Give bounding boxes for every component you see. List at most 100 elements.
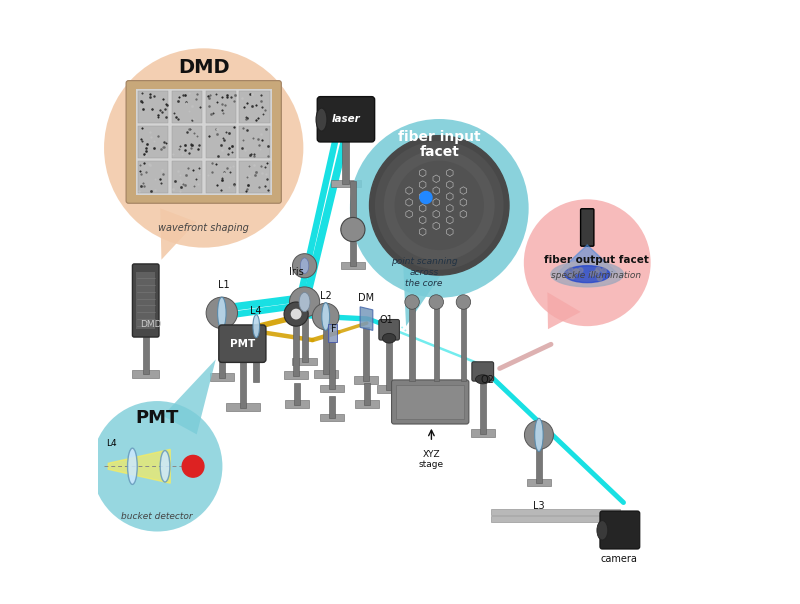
FancyBboxPatch shape — [171, 91, 202, 123]
Text: DMD: DMD — [178, 58, 230, 77]
Text: wavefront shaping: wavefront shaping — [158, 223, 249, 233]
FancyBboxPatch shape — [218, 325, 266, 362]
FancyBboxPatch shape — [350, 181, 356, 233]
FancyBboxPatch shape — [377, 385, 402, 393]
Text: L2: L2 — [321, 291, 332, 301]
Polygon shape — [160, 208, 196, 260]
Polygon shape — [163, 359, 216, 434]
FancyBboxPatch shape — [254, 326, 259, 382]
FancyBboxPatch shape — [364, 383, 370, 405]
FancyBboxPatch shape — [470, 429, 495, 437]
Text: laser: laser — [331, 114, 360, 124]
Circle shape — [574, 269, 579, 274]
FancyBboxPatch shape — [218, 313, 225, 378]
FancyBboxPatch shape — [342, 139, 350, 184]
Text: O1: O1 — [380, 315, 394, 325]
Circle shape — [602, 268, 606, 273]
Circle shape — [350, 119, 529, 298]
Ellipse shape — [316, 108, 327, 131]
Circle shape — [574, 269, 578, 274]
Circle shape — [290, 309, 302, 320]
FancyBboxPatch shape — [341, 262, 365, 269]
Ellipse shape — [300, 258, 309, 274]
FancyBboxPatch shape — [350, 230, 356, 266]
FancyBboxPatch shape — [527, 479, 551, 486]
FancyBboxPatch shape — [226, 403, 259, 411]
Text: fiber output facet: fiber output facet — [544, 255, 649, 265]
FancyBboxPatch shape — [206, 161, 236, 193]
Text: L4: L4 — [250, 306, 262, 316]
Circle shape — [429, 295, 443, 309]
FancyBboxPatch shape — [354, 400, 379, 408]
FancyBboxPatch shape — [490, 509, 621, 515]
Circle shape — [598, 276, 602, 281]
Text: camera: camera — [600, 554, 637, 564]
Circle shape — [290, 287, 320, 317]
FancyBboxPatch shape — [133, 264, 159, 337]
FancyBboxPatch shape — [206, 91, 236, 123]
FancyBboxPatch shape — [293, 358, 317, 365]
Circle shape — [370, 136, 509, 275]
FancyBboxPatch shape — [314, 370, 338, 378]
FancyBboxPatch shape — [434, 302, 439, 381]
Text: fiber input
facet: fiber input facet — [398, 129, 481, 159]
FancyBboxPatch shape — [379, 320, 399, 340]
Text: speckle illumination: speckle illumination — [551, 271, 642, 280]
Ellipse shape — [160, 451, 170, 482]
Circle shape — [420, 191, 432, 204]
FancyBboxPatch shape — [322, 316, 329, 374]
FancyBboxPatch shape — [330, 396, 335, 418]
Ellipse shape — [534, 418, 543, 452]
Ellipse shape — [475, 374, 490, 384]
FancyBboxPatch shape — [239, 161, 270, 193]
Circle shape — [524, 199, 650, 326]
FancyBboxPatch shape — [320, 385, 345, 392]
Circle shape — [405, 295, 419, 309]
FancyBboxPatch shape — [206, 126, 236, 158]
Circle shape — [596, 267, 601, 272]
Circle shape — [313, 303, 339, 330]
Circle shape — [384, 150, 494, 261]
Polygon shape — [108, 449, 170, 483]
Circle shape — [590, 271, 594, 276]
Text: DMD: DMD — [141, 321, 162, 329]
FancyBboxPatch shape — [284, 371, 308, 379]
Circle shape — [284, 302, 308, 326]
Ellipse shape — [551, 262, 623, 287]
FancyBboxPatch shape — [320, 414, 345, 421]
Text: point scanning
across
the core: point scanning across the core — [391, 257, 458, 288]
FancyBboxPatch shape — [536, 435, 542, 483]
FancyBboxPatch shape — [136, 272, 155, 329]
Text: L4: L4 — [106, 439, 117, 448]
Ellipse shape — [253, 315, 259, 338]
FancyBboxPatch shape — [286, 400, 310, 408]
FancyBboxPatch shape — [132, 370, 159, 378]
FancyBboxPatch shape — [396, 385, 464, 419]
FancyBboxPatch shape — [171, 161, 202, 193]
Polygon shape — [360, 307, 373, 330]
FancyBboxPatch shape — [327, 324, 337, 342]
Ellipse shape — [299, 292, 310, 312]
FancyBboxPatch shape — [386, 338, 392, 390]
Text: O2: O2 — [480, 375, 494, 385]
Circle shape — [394, 161, 484, 250]
Circle shape — [104, 48, 303, 248]
Ellipse shape — [218, 297, 226, 329]
FancyBboxPatch shape — [600, 511, 640, 549]
FancyBboxPatch shape — [142, 335, 149, 374]
FancyBboxPatch shape — [330, 342, 335, 389]
Circle shape — [341, 217, 365, 242]
Circle shape — [293, 254, 317, 278]
Circle shape — [578, 268, 583, 272]
Circle shape — [92, 401, 222, 532]
Text: F: F — [330, 324, 336, 334]
Circle shape — [206, 297, 238, 329]
Ellipse shape — [127, 448, 138, 484]
FancyBboxPatch shape — [363, 327, 369, 381]
FancyBboxPatch shape — [461, 302, 466, 381]
Text: PMT: PMT — [135, 409, 179, 427]
Circle shape — [570, 274, 575, 279]
FancyBboxPatch shape — [302, 302, 307, 362]
FancyBboxPatch shape — [126, 81, 282, 203]
Polygon shape — [547, 292, 581, 329]
